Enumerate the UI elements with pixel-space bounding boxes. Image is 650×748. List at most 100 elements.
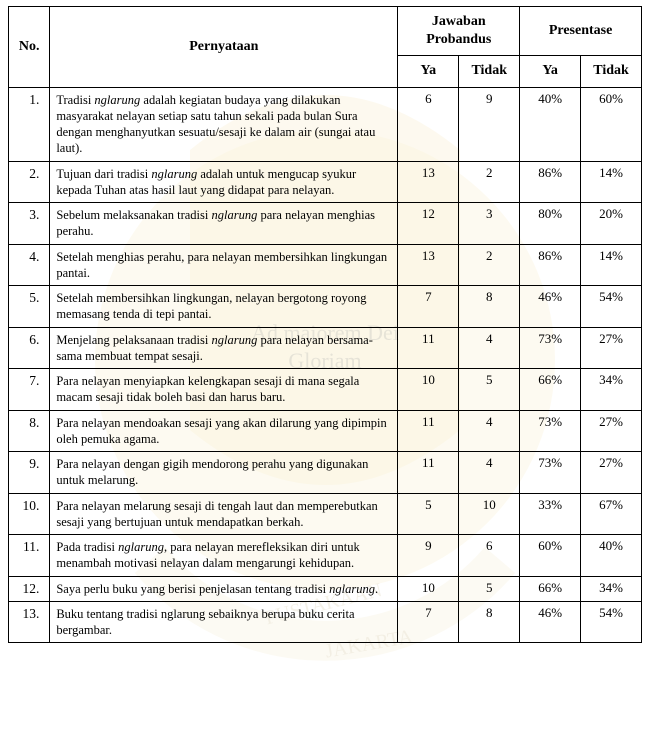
cell-pct-ya: 33% xyxy=(520,493,581,535)
cell-statement: Menjelang pelaksanaan tradisi nglarung p… xyxy=(50,327,398,369)
cell-no: 7. xyxy=(9,369,50,411)
cell-pct-tidak: 34% xyxy=(581,369,642,411)
cell-tidak: 9 xyxy=(459,87,520,161)
cell-tidak: 6 xyxy=(459,535,520,577)
header-ya-2: Ya xyxy=(520,56,581,87)
cell-no: 12. xyxy=(9,576,50,601)
cell-pct-ya: 46% xyxy=(520,286,581,328)
cell-no: 3. xyxy=(9,203,50,245)
cell-pct-ya: 40% xyxy=(520,87,581,161)
cell-tidak: 2 xyxy=(459,244,520,286)
header-pernyataan: Pernyataan xyxy=(50,7,398,88)
cell-pct-ya: 66% xyxy=(520,576,581,601)
table-row: 10.Para nelayan melarung sesaji di tenga… xyxy=(9,493,642,535)
cell-pct-ya: 60% xyxy=(520,535,581,577)
cell-no: 9. xyxy=(9,452,50,494)
table-row: 13.Buku tentang tradisi nglarung sebaikn… xyxy=(9,601,642,643)
header-ya-1: Ya xyxy=(398,56,459,87)
cell-pct-tidak: 27% xyxy=(581,410,642,452)
cell-pct-ya: 86% xyxy=(520,161,581,203)
cell-statement: Para nelayan mendoakan sesaji yang akan … xyxy=(50,410,398,452)
cell-pct-tidak: 54% xyxy=(581,601,642,643)
cell-statement: Pada tradisi nglarung, para nelayan mere… xyxy=(50,535,398,577)
cell-no: 2. xyxy=(9,161,50,203)
cell-statement: Setelah menghias perahu, para nelayan me… xyxy=(50,244,398,286)
cell-ya: 13 xyxy=(398,244,459,286)
cell-no: 1. xyxy=(9,87,50,161)
cell-tidak: 2 xyxy=(459,161,520,203)
cell-ya: 7 xyxy=(398,286,459,328)
cell-ya: 11 xyxy=(398,452,459,494)
table-row: 12.Saya perlu buku yang berisi penjelasa… xyxy=(9,576,642,601)
cell-pct-ya: 80% xyxy=(520,203,581,245)
cell-tidak: 4 xyxy=(459,452,520,494)
cell-no: 10. xyxy=(9,493,50,535)
cell-no: 11. xyxy=(9,535,50,577)
cell-ya: 10 xyxy=(398,369,459,411)
cell-statement: Tujuan dari tradisi nglarung adalah untu… xyxy=(50,161,398,203)
cell-statement: Para nelayan dengan gigih mendorong pera… xyxy=(50,452,398,494)
cell-pct-tidak: 14% xyxy=(581,244,642,286)
cell-ya: 9 xyxy=(398,535,459,577)
header-no: No. xyxy=(9,7,50,88)
cell-statement: Saya perlu buku yang berisi penjelasan t… xyxy=(50,576,398,601)
table-row: 8.Para nelayan mendoakan sesaji yang aka… xyxy=(9,410,642,452)
cell-ya: 11 xyxy=(398,410,459,452)
cell-statement: Setelah membersihkan lingkungan, nelayan… xyxy=(50,286,398,328)
header-tidak-2: Tidak xyxy=(581,56,642,87)
cell-pct-ya: 73% xyxy=(520,327,581,369)
cell-pct-tidak: 60% xyxy=(581,87,642,161)
cell-tidak: 8 xyxy=(459,601,520,643)
cell-statement: Buku tentang tradisi nglarung sebaiknya … xyxy=(50,601,398,643)
cell-ya: 13 xyxy=(398,161,459,203)
cell-pct-tidak: 34% xyxy=(581,576,642,601)
cell-pct-ya: 73% xyxy=(520,452,581,494)
table-row: 6.Menjelang pelaksanaan tradisi nglarung… xyxy=(9,327,642,369)
cell-no: 8. xyxy=(9,410,50,452)
cell-ya: 6 xyxy=(398,87,459,161)
table-row: 7.Para nelayan menyiapkan kelengkapan se… xyxy=(9,369,642,411)
cell-statement: Tradisi nglarung adalah kegiatan budaya … xyxy=(50,87,398,161)
cell-no: 5. xyxy=(9,286,50,328)
cell-pct-tidak: 40% xyxy=(581,535,642,577)
cell-pct-tidak: 27% xyxy=(581,452,642,494)
cell-tidak: 8 xyxy=(459,286,520,328)
cell-ya: 11 xyxy=(398,327,459,369)
table-row: 1.Tradisi nglarung adalah kegiatan buday… xyxy=(9,87,642,161)
cell-pct-tidak: 14% xyxy=(581,161,642,203)
cell-tidak: 3 xyxy=(459,203,520,245)
cell-ya: 5 xyxy=(398,493,459,535)
cell-pct-ya: 46% xyxy=(520,601,581,643)
cell-pct-ya: 73% xyxy=(520,410,581,452)
cell-pct-tidak: 54% xyxy=(581,286,642,328)
table-row: 5.Setelah membersihkan lingkungan, nelay… xyxy=(9,286,642,328)
cell-pct-tidak: 20% xyxy=(581,203,642,245)
table-row: 2.Tujuan dari tradisi nglarung adalah un… xyxy=(9,161,642,203)
table-row: 11.Pada tradisi nglarung, para nelayan m… xyxy=(9,535,642,577)
cell-pct-tidak: 27% xyxy=(581,327,642,369)
survey-body: 1.Tradisi nglarung adalah kegiatan buday… xyxy=(9,87,642,643)
header-presentase: Presentase xyxy=(520,7,642,56)
cell-tidak: 10 xyxy=(459,493,520,535)
cell-pct-tidak: 67% xyxy=(581,493,642,535)
cell-tidak: 5 xyxy=(459,576,520,601)
cell-statement: Sebelum melaksanakan tradisi nglarung pa… xyxy=(50,203,398,245)
cell-tidak: 4 xyxy=(459,327,520,369)
header-tidak-1: Tidak xyxy=(459,56,520,87)
cell-tidak: 4 xyxy=(459,410,520,452)
header-jawaban: Jawaban Probandus xyxy=(398,7,520,56)
cell-ya: 12 xyxy=(398,203,459,245)
survey-table: No. Pernyataan Jawaban Probandus Present… xyxy=(8,6,642,643)
cell-no: 6. xyxy=(9,327,50,369)
cell-statement: Para nelayan melarung sesaji di tengah l… xyxy=(50,493,398,535)
cell-pct-ya: 66% xyxy=(520,369,581,411)
table-row: 4.Setelah menghias perahu, para nelayan … xyxy=(9,244,642,286)
table-row: 3.Sebelum melaksanakan tradisi nglarung … xyxy=(9,203,642,245)
cell-tidak: 5 xyxy=(459,369,520,411)
cell-no: 4. xyxy=(9,244,50,286)
cell-ya: 10 xyxy=(398,576,459,601)
cell-pct-ya: 86% xyxy=(520,244,581,286)
cell-statement: Para nelayan menyiapkan kelengkapan sesa… xyxy=(50,369,398,411)
cell-no: 13. xyxy=(9,601,50,643)
cell-ya: 7 xyxy=(398,601,459,643)
